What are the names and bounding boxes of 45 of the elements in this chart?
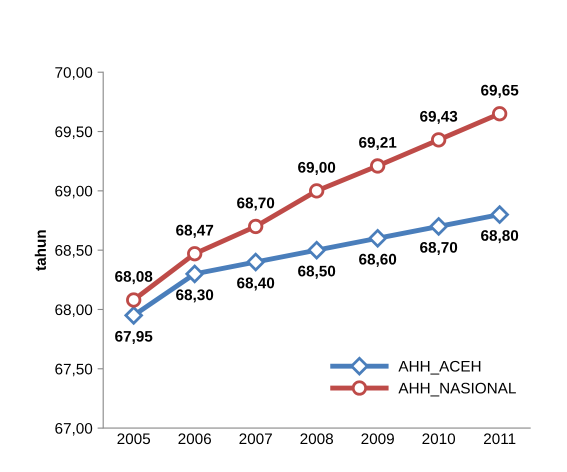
x-tick-label: 2009 [361,433,394,444]
y-tick-label: 67,50 [55,364,92,376]
data-label: 69,43 [420,110,458,124]
point [431,132,446,148]
x-tick-label: 2007 [239,433,272,444]
data-label: 68,70 [237,197,274,211]
point [124,306,143,325]
point [246,252,265,272]
data-label: 68,47 [176,224,214,238]
x-tick-label: 2008 [300,433,333,444]
y-tick-label: 67,00 [55,422,92,436]
data-label: 68,50 [298,266,336,279]
y-tick-label: 68,50 [55,245,92,258]
point [309,183,324,198]
data-label: 68,08 [115,271,152,284]
point [370,158,386,174]
x-tick-label: 2011 [484,433,516,444]
legend-label: AHH_NASIONAL [398,382,516,396]
y-tick-label: 69,00 [55,186,92,198]
point [492,106,508,122]
data-label: 69,65 [481,84,518,98]
data-label: 68,80 [481,230,518,244]
y-tick-label: 70,00 [55,67,92,80]
x-tick-label: 2005 [117,433,150,444]
point [187,246,202,262]
point [490,205,509,224]
legend-label: AHH_ACEH [398,360,480,375]
point [307,240,326,260]
y-tick-label: 69,50 [55,126,92,140]
data-label: 68,70 [420,242,458,255]
point [429,217,448,236]
data-label: 68,40 [237,278,274,291]
data-label: 67,95 [115,330,152,344]
data-label: 68,30 [176,289,214,302]
data-label: 69,21 [359,136,396,150]
data-label: 69,00 [298,162,336,175]
data-label: 68,60 [359,254,396,267]
x-tick-label: 2010 [422,433,456,444]
x-tick-label: 2006 [178,433,212,444]
point [248,218,264,234]
y-axis-title: tahun [34,230,46,271]
point [126,292,142,308]
y-tick-label: 68,00 [55,304,92,317]
point [368,229,387,248]
point [185,264,204,284]
